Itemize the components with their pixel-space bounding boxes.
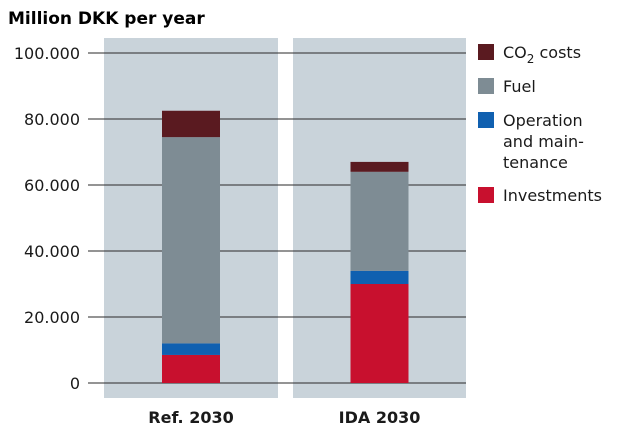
bar-segment-operation-and-maintenance [350, 270, 409, 284]
legend-label: tenance [503, 153, 568, 172]
y-tick-label: 100.000 [14, 44, 80, 63]
y-axis-title: Million DKK per year [8, 9, 205, 29]
bar-segment-investments [350, 284, 409, 383]
y-tick-label: 20.000 [24, 308, 80, 327]
legend-label: and main- [503, 132, 584, 151]
x-category-label: IDA 2030 [339, 408, 421, 427]
bar-segment-co2-costs [350, 161, 409, 172]
bar-segment-fuel [162, 137, 220, 344]
legend-swatch [478, 78, 494, 94]
legend-swatch [478, 112, 494, 128]
legend-swatch [478, 44, 494, 60]
bar-segment-co2-costs [162, 110, 220, 138]
legend-swatch [478, 187, 494, 203]
bar-segment-fuel [350, 171, 409, 271]
legend-label: Investments [503, 186, 602, 205]
legend-label: Operation [503, 111, 583, 130]
y-tick-label: 40.000 [24, 242, 80, 261]
legend-label: CO2 costs [503, 43, 581, 66]
bar-segment-operation-and-maintenance [162, 343, 220, 355]
x-category-label: Ref. 2030 [148, 408, 233, 427]
legend-label: Fuel [503, 77, 536, 96]
y-tick-label: 60.000 [24, 176, 80, 195]
y-tick-label: 0 [70, 374, 80, 393]
y-tick-label: 80.000 [24, 110, 80, 129]
bar-segment-investments [162, 354, 220, 383]
